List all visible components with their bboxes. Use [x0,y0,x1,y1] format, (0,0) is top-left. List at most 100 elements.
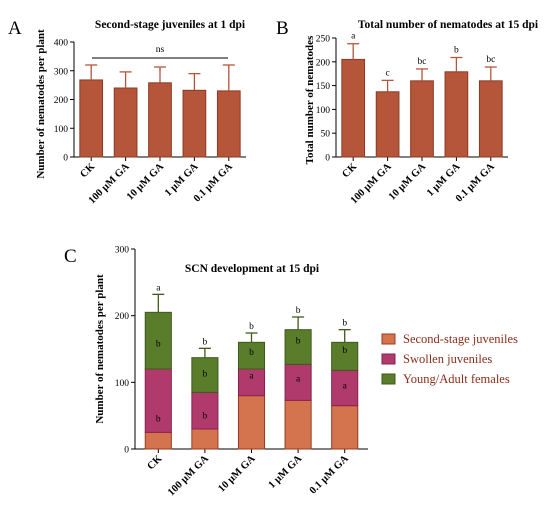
panel-a-y-tick-label: 300 [54,67,69,77]
legend-swatch-swollen-juveniles [381,353,396,365]
panel-b-y-tick-label: 50 [321,130,331,140]
panel-c-bar-0-1-m-ga-second-stage-juveniles [331,405,359,450]
panel-c-x-tick-label-0-1-m-ga: 0.1 μM GA [308,453,351,496]
panel-a-y-tick-label: 400 [54,39,69,49]
panel-c-y-tick-label: 100 [115,379,130,389]
panel-c-bar-ck-second-stage-juveniles [144,431,172,450]
panel-b-bar-10-m-ga [410,80,434,158]
panel-c-bars: b b a b b b a b b a b b a b b [144,283,359,450]
panel-c-bar-10-m-ga-young-adult-females-letter: b [249,322,254,332]
panel-a-label: A [8,18,22,39]
panel-c-bar-ck-second-stage-juveniles-letter: b [156,415,161,425]
panel-c: C SCN development at 15 dpi Number of ne… [64,246,518,499]
panel-b-bar-100-m-ga [375,91,400,158]
panel-c-x-tick-label-1-m-ga: 1 μM GA [267,453,305,491]
panel-c-legend: Second-stage juveniles Swollen juveniles… [381,332,518,386]
panel-b-bars: a c bc b bc [341,32,503,158]
panel-c-bar-100-m-ga-young-adult-females-error-bar [198,347,211,358]
panel-c-x-tick-label-10-m-ga: 10 μM GA [216,453,258,495]
legend-swatch-second-stage-juveniles [381,333,396,345]
panel-c-bar-10-m-ga-swollen-juveniles-letter: b [249,348,254,358]
panel-b-bar-100-m-ga-letter: c [385,68,389,78]
panel-c-bar-1-m-ga-young-adult-females-error-bar [292,316,305,330]
panel-c-bar-ck-young-adult-females-letter: a [156,283,161,293]
panel-a-y-axis-label: Number of nematodes per plant [35,29,47,179]
panel-b-x-tick-label-10-m-ga: 10 μM GA [387,161,429,203]
panel-b-bar-ck [341,58,366,158]
panel-c-bar-10-m-ga-swollen-juveniles [237,368,266,397]
panel-c-bar-10-m-ga-young-adult-females [237,341,266,370]
panel-a: A Second-stage juveniles at 1 dpi Number… [8,18,246,206]
panel-c-bar-1-m-ga-swollen-juveniles-letter: b [296,337,301,347]
panel-b-label: B [276,18,289,39]
panel-b-bar-1-m-ga-letter: b [454,46,459,56]
panel-c-bar-1-m-ga-young-adult-females [284,329,312,365]
panel-c-y-axis-label: Number of nematodes per plant [94,274,106,424]
legend-item-young-adult-females: Young/Adult females [381,372,510,386]
panel-a-bar-10-m-ga [148,82,172,158]
panel-c-x-axis: CK 100 μM GA 10 μM GA 1 μM GA 0.1 μM GA [135,448,368,498]
panel-a-title: Second-stage juveniles at 1 dpi [95,19,246,31]
panel-c-bar-0-1-m-ga-young-adult-females-error-bar [338,329,351,343]
panel-b-y-axis-label: Total number of nematodes [304,35,316,164]
panel-a-bar-1-m-ga [182,89,207,158]
panel-a-x-tick-label-10-m-ga: 10 μM GA [125,161,167,203]
panel-c-y-tick-label: 200 [115,312,130,322]
panel-c-bar-10-m-ga-second-stage-juveniles [237,395,266,450]
panel-b-bar-100-m-ga-error-bar [381,79,394,92]
legend-label-swollen-juveniles: Swollen juveniles [403,352,492,366]
legend-item-swollen-juveniles: Swollen juveniles [381,352,492,366]
panel-c-bar-0-1-m-ga-swollen-juveniles-letter: b [342,346,347,356]
legend-label-young-adult-females: Young/Adult females [403,372,510,386]
panel-c-label: C [64,246,77,267]
panel-a-bars [79,64,241,158]
legend-item-second-stage-juveniles: Second-stage juveniles [381,332,518,346]
legend-swatch-young-adult-females [381,373,396,385]
panel-b-bar-0-1-m-ga-letter: bc [486,55,495,65]
panel-b-y-tick-label: 150 [316,82,331,92]
panel-c-bar-1-m-ga-second-stage-juveniles-letter: a [296,375,301,385]
panel-a-bar-ck-error-bar [85,64,98,80]
panel-c-y-axis: 0 100 200 300 [115,246,136,456]
panel-b-y-axis: 0 50 100 150 200 250 [316,35,337,164]
panel-c-title: SCN development at 15 dpi [185,263,320,275]
panel-c-bar-100-m-ga-second-stage-juveniles-letter: b [203,411,208,421]
panel-b-bar-1-m-ga-error-bar [450,56,463,72]
panel-c-bar-100-m-ga-second-stage-juveniles [191,428,219,450]
panel-b-bar-10-m-ga-letter: bc [418,57,427,67]
panel-c-bar-1-m-ga-swollen-juveniles [284,363,312,401]
panel-a-x-tick-label-ck: CK [78,161,98,181]
panel-c-y-tick-label: 0 [124,446,129,456]
panel-a-bar-100-m-ga [113,87,138,158]
panel-a-significance: ns [92,45,228,59]
panel-c-bar-10-m-ga-second-stage-juveniles-letter: a [249,371,254,381]
panel-c-bar-10-m-ga-young-adult-females-error-bar [245,332,258,343]
panel-c-bar-ck-young-adult-females [144,311,172,370]
panel-b-bar-ck-error-bar [347,43,360,60]
panel-b-x-tick-label-ck: CK [340,161,360,181]
panel-c-bar-100-m-ga-young-adult-females-letter: b [203,337,208,347]
panel-b-y-tick-label: 250 [316,35,331,45]
panel-c-bar-0-1-m-ga-young-adult-females-letter: b [342,319,347,329]
panel-c-x-tick-label-ck: CK [146,453,166,473]
legend-label-second-stage-juveniles: Second-stage juveniles [403,332,518,346]
panel-b-bar-10-m-ga-error-bar [416,68,428,81]
panel-b-bar-0-1-m-ga [478,80,503,158]
panel-a-ns-annotation: ns [156,45,165,55]
panel-b: B Total number of nematodes at 15 dpi To… [276,18,539,206]
panel-c-bar-0-1-m-ga-swollen-juveniles [331,369,359,407]
panel-b-y-tick-label: 200 [316,58,331,68]
panel-b-y-tick-label: 0 [325,154,330,164]
panel-c-x-tick-label-100-m-ga: 100 μM GA [166,453,211,498]
panel-c-bar-100-m-ga-young-adult-females [191,357,219,393]
panel-a-bar-100-m-ga-error-bar [119,71,132,88]
panel-a-y-tick-label: 0 [63,154,68,164]
panel-a-bar-0-1-m-ga [216,90,241,158]
panel-c-y-tick-label: 300 [115,246,130,256]
panel-a-bar-1-m-ga-error-bar [188,72,201,91]
panel-a-y-axis: 0 100 200 300 400 [54,39,75,164]
